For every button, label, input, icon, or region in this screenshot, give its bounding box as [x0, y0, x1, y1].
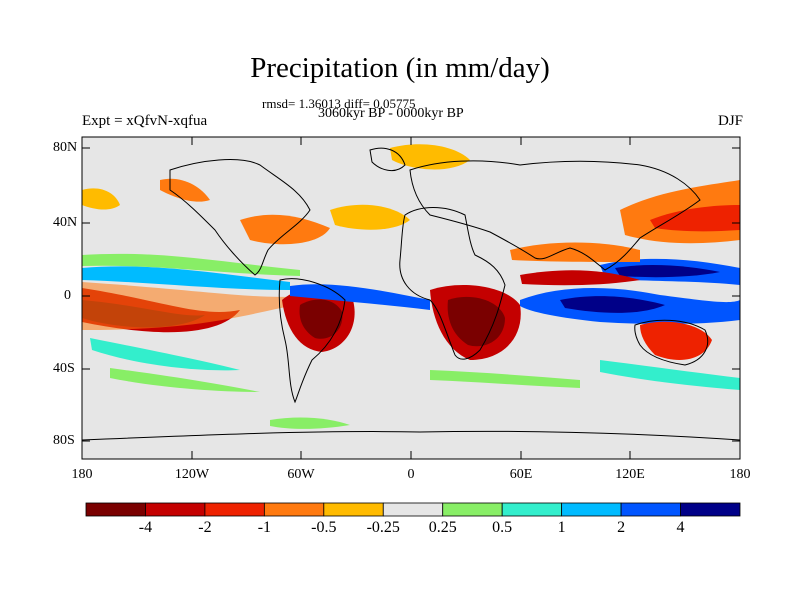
- colorbar-tick-label: -4: [138, 519, 153, 536]
- colorbar-swatch: [323, 502, 384, 517]
- colorbar-swatch: [501, 502, 563, 517]
- anomaly-patch: [650, 205, 740, 232]
- colorbar-swatch: [620, 502, 681, 517]
- colorbar-tick-label: -2: [198, 519, 212, 536]
- anomaly-patch: [240, 214, 330, 245]
- anomaly-patch: [430, 370, 580, 388]
- anomaly-patch: [560, 296, 665, 313]
- lat-label-0: 0: [64, 288, 71, 303]
- lat-ticks: [82, 147, 740, 442]
- greenland-outline: [369, 147, 406, 172]
- colorbar-swatch: [442, 502, 503, 517]
- lat-label-80n: 80N: [53, 140, 78, 155]
- lon-label-180w: 180: [71, 467, 93, 482]
- lon-label-120e: 120E: [615, 467, 645, 482]
- anomaly-patch: [390, 144, 470, 170]
- colorbar-swatch: [145, 502, 206, 517]
- lon-label-180e: 180: [729, 467, 751, 482]
- anomaly-patch: [299, 299, 343, 339]
- colorbar-swatch: [85, 502, 146, 517]
- lon-label-60e: 60E: [509, 467, 533, 482]
- time-period: 3060kyr BP - 0000kyr BP: [318, 106, 464, 121]
- colorbar-swatch: [382, 502, 444, 517]
- anomaly-patch: [82, 266, 290, 290]
- colorbar: [85, 502, 741, 517]
- rmsd-diff-stats: rmsd= 1.36013 diff= 0.05775: [262, 96, 416, 111]
- anomaly-patch: [640, 321, 712, 360]
- lon-ticks: [191, 137, 631, 459]
- colorbar-tick-label: -1: [257, 519, 272, 536]
- anomaly-patch: [270, 417, 350, 429]
- colorbar-tick-label: 1: [557, 519, 566, 536]
- experiment-label: Expt = xQfvN-xqfua: [82, 113, 208, 129]
- coastlines: [81, 147, 741, 441]
- colorbar-swatch: [204, 502, 265, 517]
- north-america-outline: [169, 159, 311, 276]
- anomaly-patch: [82, 188, 120, 210]
- lat-label-40n: 40N: [53, 215, 78, 230]
- lat-label-80s: 80S: [53, 433, 75, 448]
- anomaly-patch: [90, 338, 240, 371]
- anomaly-patch: [600, 360, 740, 390]
- lon-label-120w: 120W: [174, 467, 210, 482]
- anomaly-patch: [82, 282, 300, 330]
- colorbar-tick-label: -0.5: [311, 519, 337, 536]
- anomaly-patch: [330, 204, 410, 230]
- lon-label-60w: 60W: [287, 467, 315, 482]
- lon-label-0: 0: [407, 467, 415, 482]
- anomaly-patch: [615, 265, 720, 278]
- anomaly-patch: [82, 253, 300, 276]
- anomaly-patch: [110, 368, 260, 392]
- anomaly-patch: [160, 178, 210, 202]
- colorbar-tick-label: 0.5: [492, 519, 513, 536]
- colorbar-tick-label: 0.25: [428, 519, 457, 536]
- precip-anomaly-field: [82, 144, 740, 429]
- south-america-outline: [278, 278, 346, 404]
- lat-label-40s: 40S: [53, 361, 75, 376]
- anomaly-patch: [290, 284, 430, 310]
- anomaly-patch: [520, 270, 640, 286]
- colorbar-tick-label: 2: [617, 519, 626, 536]
- colorbar-tick-label: 4: [676, 519, 685, 536]
- anomaly-patch: [510, 242, 640, 262]
- plot-title: Precipitation (in mm/day): [250, 52, 550, 84]
- antarctica-outline: [81, 430, 741, 441]
- colorbar-swatch: [680, 502, 741, 517]
- season-label: DJF: [717, 113, 743, 129]
- eurasia-outline: [409, 160, 701, 271]
- colorbar-tick-label: -0.25: [366, 519, 400, 536]
- australia-outline: [634, 319, 709, 366]
- colorbar-swatch: [263, 502, 325, 517]
- colorbar-swatch: [561, 502, 622, 517]
- anomaly-patch: [447, 296, 505, 347]
